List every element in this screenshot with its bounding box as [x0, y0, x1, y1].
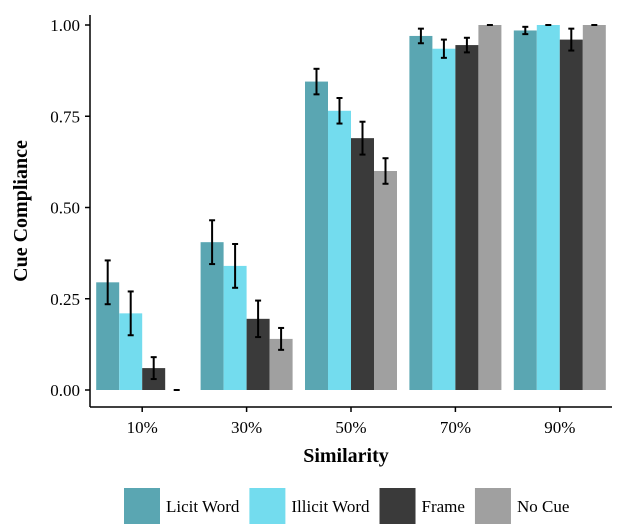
bar-licit-word-10pct [96, 282, 120, 390]
legend-swatch [249, 488, 286, 524]
x-axis-title: Similarity [303, 445, 389, 467]
y-tick-label: 0.25 [50, 290, 80, 309]
bar-no-cue-90pct [582, 25, 606, 390]
bar-frame-50pct [351, 138, 374, 390]
bar-illicit-word-70pct [432, 48, 456, 390]
x-ticks: 10% 30% 50% 70% 90% [127, 407, 575, 437]
bar-no-cue-30pct [269, 338, 293, 390]
y-tick-label: 0.75 [50, 107, 80, 126]
x-tick-label: 90% [544, 418, 575, 437]
y-tick-label: 0.00 [50, 381, 80, 400]
bars-layer [96, 25, 606, 391]
x-tick-label: 70% [440, 418, 471, 437]
x-tick-label: 10% [127, 418, 158, 437]
bar-licit-word-50pct [305, 81, 328, 390]
legend-label: Illicit Word [291, 497, 370, 516]
legend-swatch [379, 488, 416, 524]
bar-no-cue-70pct [478, 25, 502, 390]
y-axis-title: Cue Compliance [10, 140, 32, 282]
bar-illicit-word-10pct [119, 313, 143, 390]
error-bars-layer [104, 24, 598, 391]
y-tick-label: 1.00 [50, 16, 80, 35]
bar-licit-word-90pct [513, 30, 537, 390]
legend-label: No Cue [517, 497, 569, 516]
bar-licit-word-30pct [200, 242, 224, 390]
bar-frame-70pct [455, 45, 479, 390]
legend: Licit Word Illicit Word Frame No Cue [124, 488, 569, 524]
bar-illicit-word-90pct [536, 25, 560, 390]
legend-label: Frame [422, 497, 465, 516]
bar-frame-90pct [559, 39, 583, 390]
bar-illicit-word-50pct [328, 110, 351, 391]
bar-illicit-word-30pct [223, 265, 247, 390]
y-tick-label: 0.50 [50, 199, 80, 218]
bar-licit-word-70pct [409, 35, 433, 390]
bar-frame-30pct [246, 318, 270, 390]
x-tick-label: 50% [335, 418, 366, 437]
x-tick-label: 30% [231, 418, 262, 437]
bar-no-cue-50pct [374, 171, 397, 390]
y-ticks: 0.00 0.25 0.50 0.75 1.00 [50, 16, 90, 400]
legend-swatch [474, 488, 511, 524]
legend-label: Licit Word [166, 497, 240, 516]
legend-swatch [124, 488, 160, 524]
